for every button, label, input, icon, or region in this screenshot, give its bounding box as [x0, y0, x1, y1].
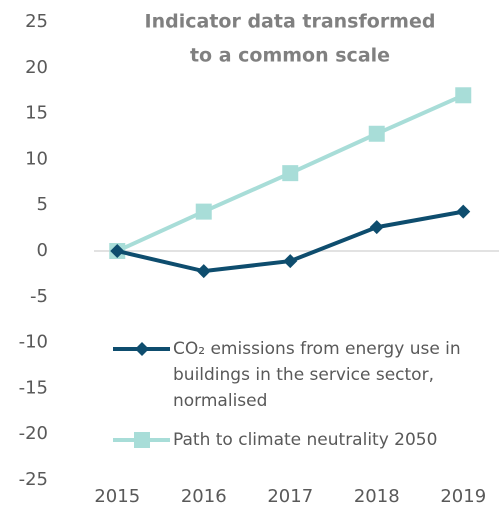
y-tick-label: 25 — [25, 11, 48, 32]
marker — [455, 87, 472, 104]
legend-label: CO₂ emissions from energy use in buildin… — [173, 339, 461, 411]
y-tick-label: -10 — [19, 332, 48, 353]
y-tick-label: 20 — [25, 57, 48, 78]
x-tick-label: 2017 — [267, 486, 313, 507]
marker — [368, 125, 385, 142]
marker — [135, 342, 149, 356]
y-tick-label: -15 — [19, 377, 48, 398]
y-tick-label: -5 — [30, 286, 48, 307]
x-tick-label: 2016 — [181, 486, 227, 507]
marker — [283, 254, 298, 269]
marker — [134, 432, 150, 448]
marker — [196, 264, 211, 279]
marker — [369, 220, 384, 235]
marker — [110, 244, 125, 258]
y-tick-label: -25 — [19, 469, 48, 490]
y-tick-label: 0 — [37, 240, 48, 261]
chart-title: to a common scale — [190, 45, 390, 67]
y-tick-label: -20 — [19, 423, 48, 444]
legend-label: Path to climate neutrality 2050 — [173, 430, 438, 450]
chart-title: Indicator data transformed — [145, 11, 436, 33]
marker — [456, 204, 471, 219]
y-tick-label: 5 — [37, 194, 48, 215]
x-tick-label: 2018 — [354, 486, 400, 507]
y-tick-label: 10 — [25, 148, 48, 169]
x-tick-label: 2015 — [94, 486, 140, 507]
x-tick-label: 2019 — [440, 486, 486, 507]
marker — [195, 203, 212, 220]
marker — [282, 165, 299, 182]
y-tick-label: 15 — [25, 103, 48, 124]
